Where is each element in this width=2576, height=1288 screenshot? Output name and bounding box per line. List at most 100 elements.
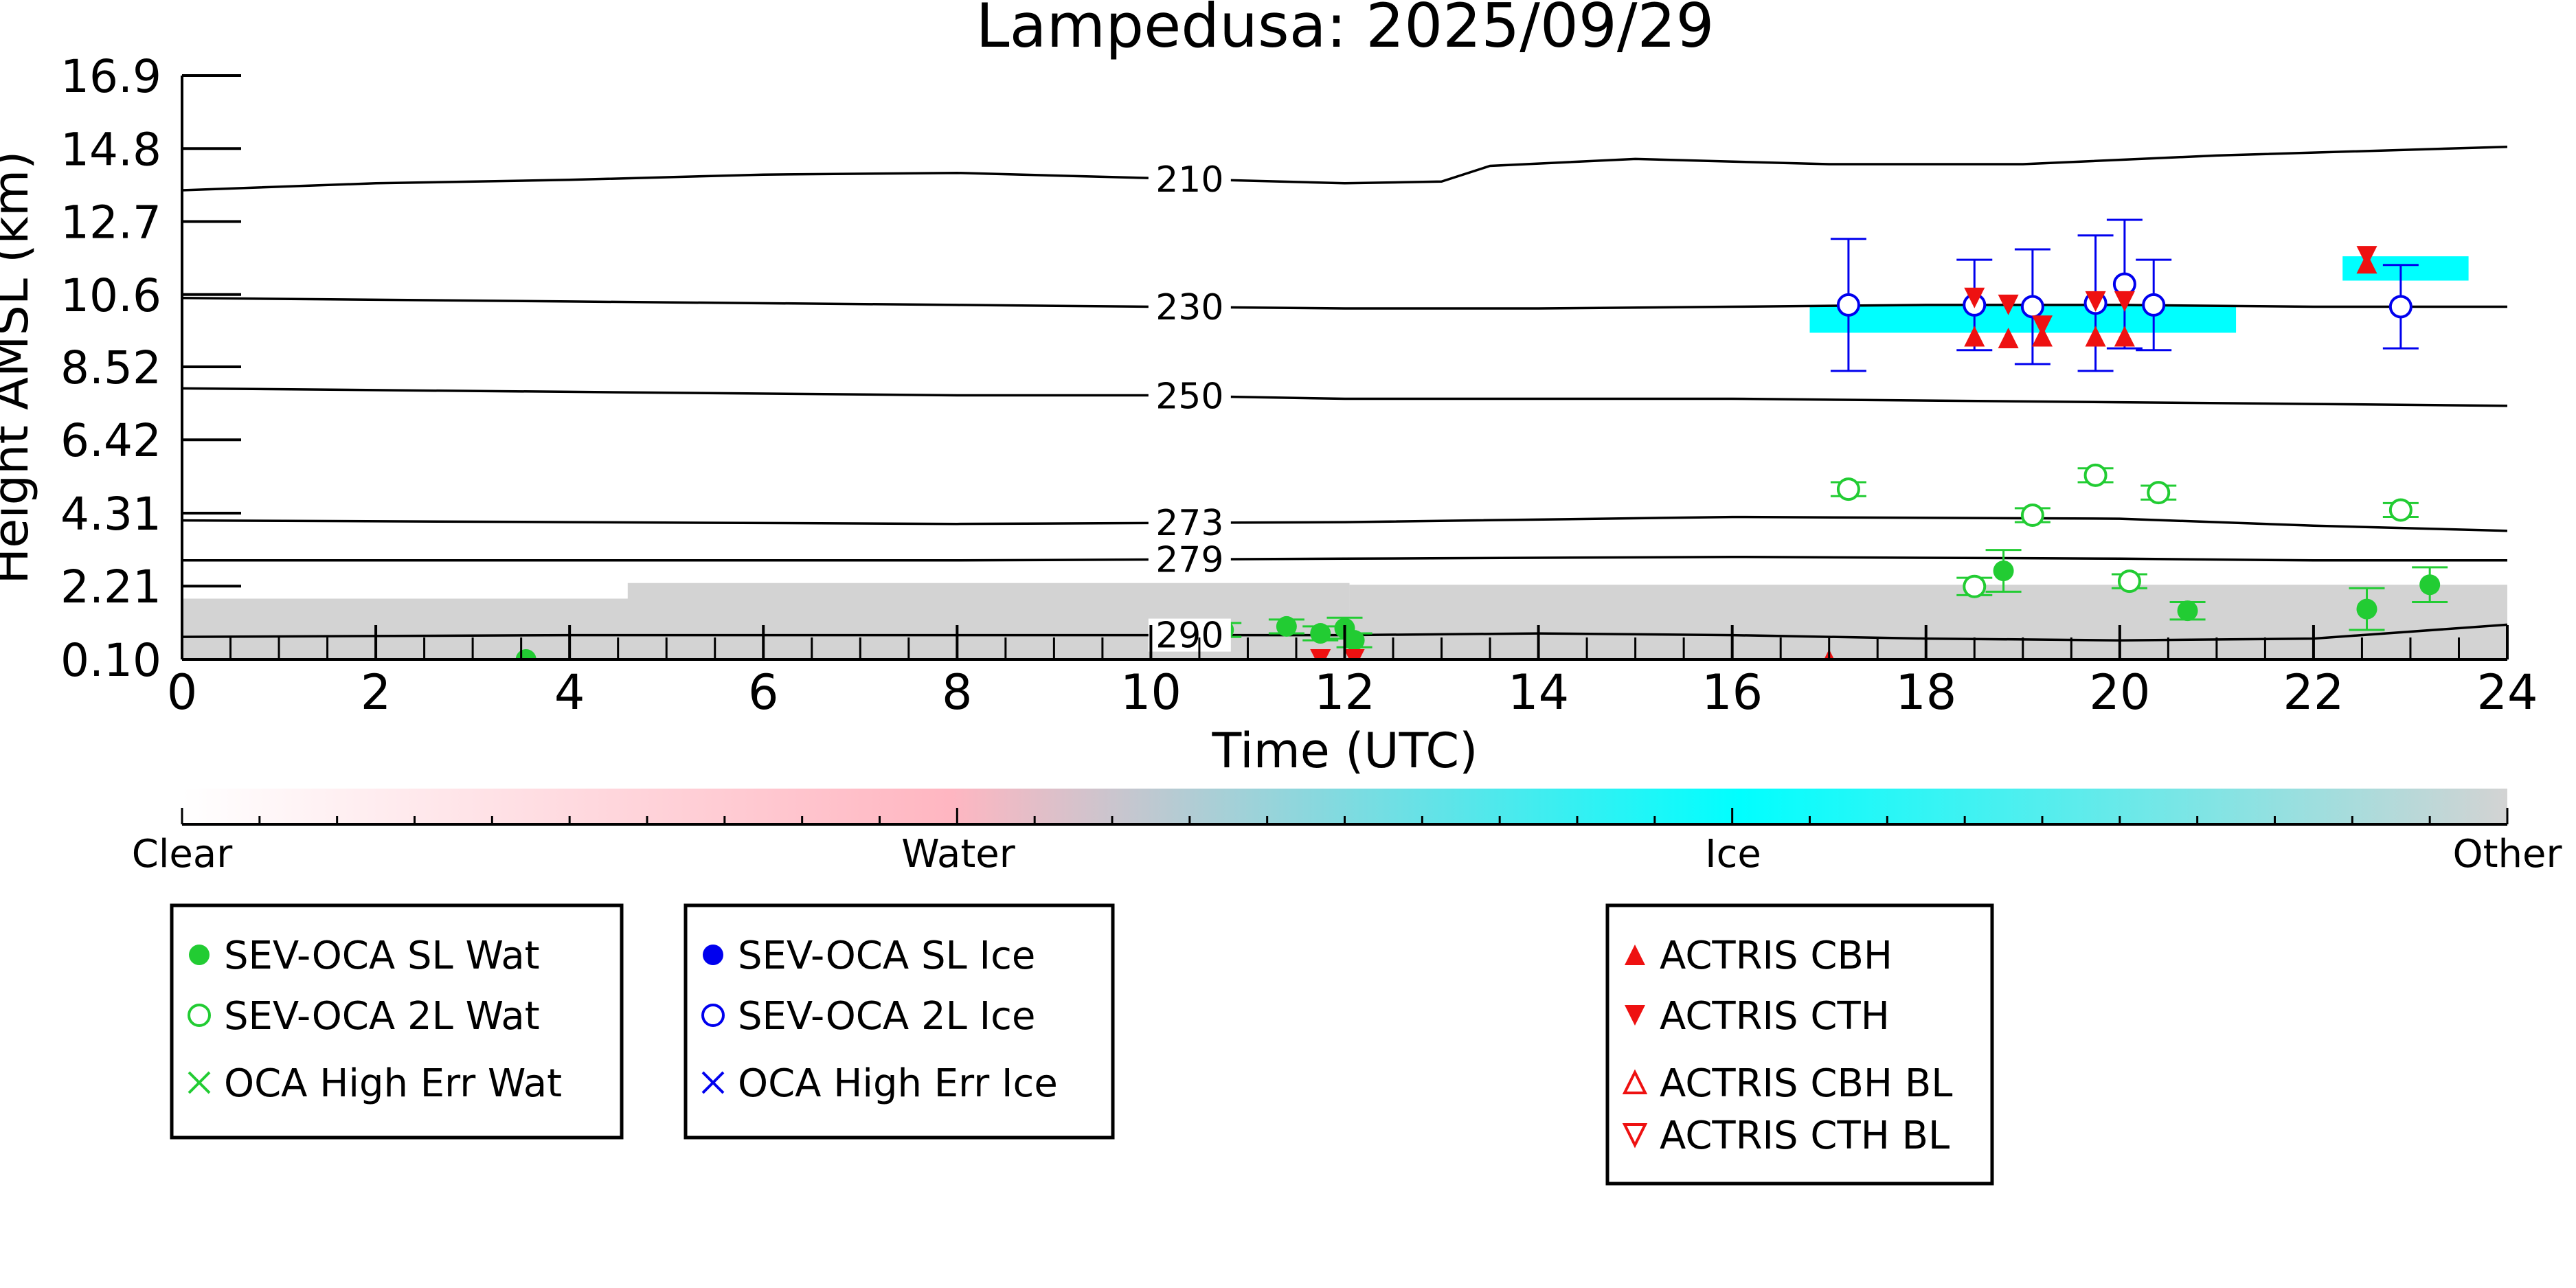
x-tick-label: 22: [2283, 664, 2344, 721]
x-tick-label: 20: [2089, 664, 2150, 721]
x-tick-label: 18: [1895, 664, 1956, 721]
isotherm-label-210: 210: [1155, 159, 1223, 201]
y-axis-label: Height AMSL (km): [0, 151, 39, 585]
x-tick-label: 10: [1120, 664, 1182, 721]
colorbar-label-clear: Clear: [132, 832, 233, 877]
x-tick-label: 8: [942, 664, 973, 721]
chart-title: Lampedusa: 2025/09/29: [976, 0, 1715, 61]
marker-sev-oca-sl-wat: [2177, 600, 2198, 622]
legend-entry-label: SEV-OCA SL Wat: [224, 934, 540, 978]
x-axis-label: Time (UTC): [1212, 723, 1478, 779]
isotherm-230: [182, 297, 2507, 310]
colorbar-label-water: Water: [901, 832, 1016, 877]
legend-box: [1605, 903, 1994, 1186]
legend-marker: [1625, 1005, 1645, 1026]
cloud-mask-other: [627, 583, 1350, 659]
x-tick-label: 14: [1508, 664, 1569, 721]
x-tick-label: 2: [361, 664, 392, 721]
x-tick-label: 6: [748, 664, 779, 721]
marker-sev-oca-2l-wat: [1963, 574, 1987, 598]
marker-actris-cth: [2085, 291, 2106, 312]
marker-sev-oca-2l-wat: [2083, 463, 2108, 487]
marker-actris-cth: [1344, 649, 1365, 659]
isotherm-label-279: 279: [1155, 539, 1223, 580]
marker-layer: [515, 218, 2448, 659]
isotherm-label-bg: [1148, 379, 1231, 413]
isotherm-label-273: 273: [1155, 503, 1223, 544]
marker-actris-cth: [2032, 315, 2053, 337]
isotherm-label-bg: [1148, 290, 1231, 324]
legend-marker: [188, 1004, 211, 1027]
marker-sev-oca-2l-ice: [2388, 295, 2413, 319]
axes: 0 2 4 6 8 10 12 14 16 18 20 22 24 0.102.214.316.428.…: [60, 50, 2538, 721]
marker-actris-cbh: [2032, 326, 2053, 347]
legend-marker: [703, 945, 723, 965]
legend-marker: [1625, 945, 1645, 965]
x-ticks: 0 2 4 6 8 10 12 14 16 18 20 22 24: [167, 625, 2538, 721]
marker-actris-cth: [2114, 291, 2135, 312]
legend-marker: [189, 945, 210, 965]
marker-actris-cth: [1310, 649, 1331, 659]
y-tick-label: 0.10: [60, 634, 161, 687]
legend-entry-label: ACTRIS CTH: [1660, 994, 1890, 1039]
legend-entry-label: SEV-OCA 2L Wat: [224, 994, 540, 1039]
marker-sev-oca-2l-wat: [2020, 504, 2044, 528]
y-tick-label: 14.8: [60, 123, 161, 176]
marker-sev-oca-2l-wat: [2117, 569, 2141, 594]
y-tick-label: 8.52: [60, 341, 161, 394]
legend-entry-label: SEV-OCA SL Ice: [738, 934, 1035, 978]
marker-actris-cbh: [1964, 326, 1985, 347]
marker-sev-oca-sl-wat: [1310, 623, 1331, 644]
legend-marker: [701, 1004, 725, 1027]
legend-marker: [188, 1071, 211, 1094]
isotherm-label-bg: [1148, 543, 1231, 576]
legend-marker: [1622, 1069, 1648, 1094]
legend-entry-label: ACTRIS CTH BL: [1660, 1114, 1950, 1158]
y-tick-label: 4.31: [60, 488, 161, 541]
legend-marker: [701, 1071, 725, 1094]
y-ticks: 0.10 2.21 4.31 6.42 8.52 10.6 12.7 14.8 16.9: [60, 50, 241, 687]
marker-actris-cth: [1964, 287, 1985, 308]
y-tick-label: 6.42: [60, 414, 161, 467]
isotherm-label-bg: [1148, 162, 1231, 196]
marker-sev-oca-sl-wat: [1993, 560, 2014, 581]
cloud-mask-layer: [182, 256, 2507, 659]
colorbar-ticks: [181, 808, 2509, 824]
marker-sev-oca-sl-wat: [2356, 598, 2377, 620]
marker-sev-oca-2l-ice: [1836, 293, 1860, 317]
colorbar-label-ice: Ice: [1705, 832, 1761, 877]
colorbar: Clear Water Ice Other: [132, 789, 2563, 877]
x-tick-label: 16: [1702, 664, 1763, 721]
isotherm-label-bg: [1148, 506, 1231, 540]
cloud-mask-other: [1349, 585, 2507, 659]
y-tick-label: 2.21: [60, 561, 161, 613]
marker-sev-oca-2l-ice: [2020, 295, 2044, 319]
marker-sev-oca-2l-ice: [2142, 293, 2166, 317]
isotherm-273: [182, 515, 2507, 532]
isotherm-label-290: 290: [1155, 615, 1223, 657]
y-tick-label: 12.7: [60, 196, 161, 249]
marker-sev-oca-2l-wat: [2388, 498, 2413, 522]
isotherm-label-230: 230: [1155, 287, 1223, 328]
marker-actris-cth: [2356, 246, 2377, 267]
marker-sev-oca-2l-wat: [2147, 481, 2171, 505]
legend-entry-label: OCA High Err Wat: [224, 1061, 562, 1106]
marker-actris-cbh: [2085, 326, 2106, 347]
x-tick-label: 24: [2476, 664, 2538, 721]
x-tick-label: 12: [1314, 664, 1375, 721]
marker-actris-cth: [1998, 294, 2019, 315]
marker-sev-oca-2l-wat: [1836, 477, 1860, 501]
isotherm-label-bg: [1148, 618, 1231, 652]
marker-sev-oca-sl-wat: [1276, 615, 1297, 637]
colorbar-labels: Clear Water Ice Other: [132, 832, 2563, 877]
legend-box: [170, 903, 624, 1140]
isotherm-label-250: 250: [1155, 376, 1223, 417]
legend-layer: SEV-OCA SL Wat SEV-OCA 2L Wat OCA High Err…: [170, 903, 1994, 1186]
colorbar-label-other: Other: [2452, 832, 2562, 877]
y-tick-label: 16.9: [60, 50, 161, 103]
marker-sev-oca-sl-wat: [2419, 574, 2441, 596]
marker-actris-cbh: [1998, 327, 2019, 348]
isotherm-279: [182, 555, 2507, 562]
